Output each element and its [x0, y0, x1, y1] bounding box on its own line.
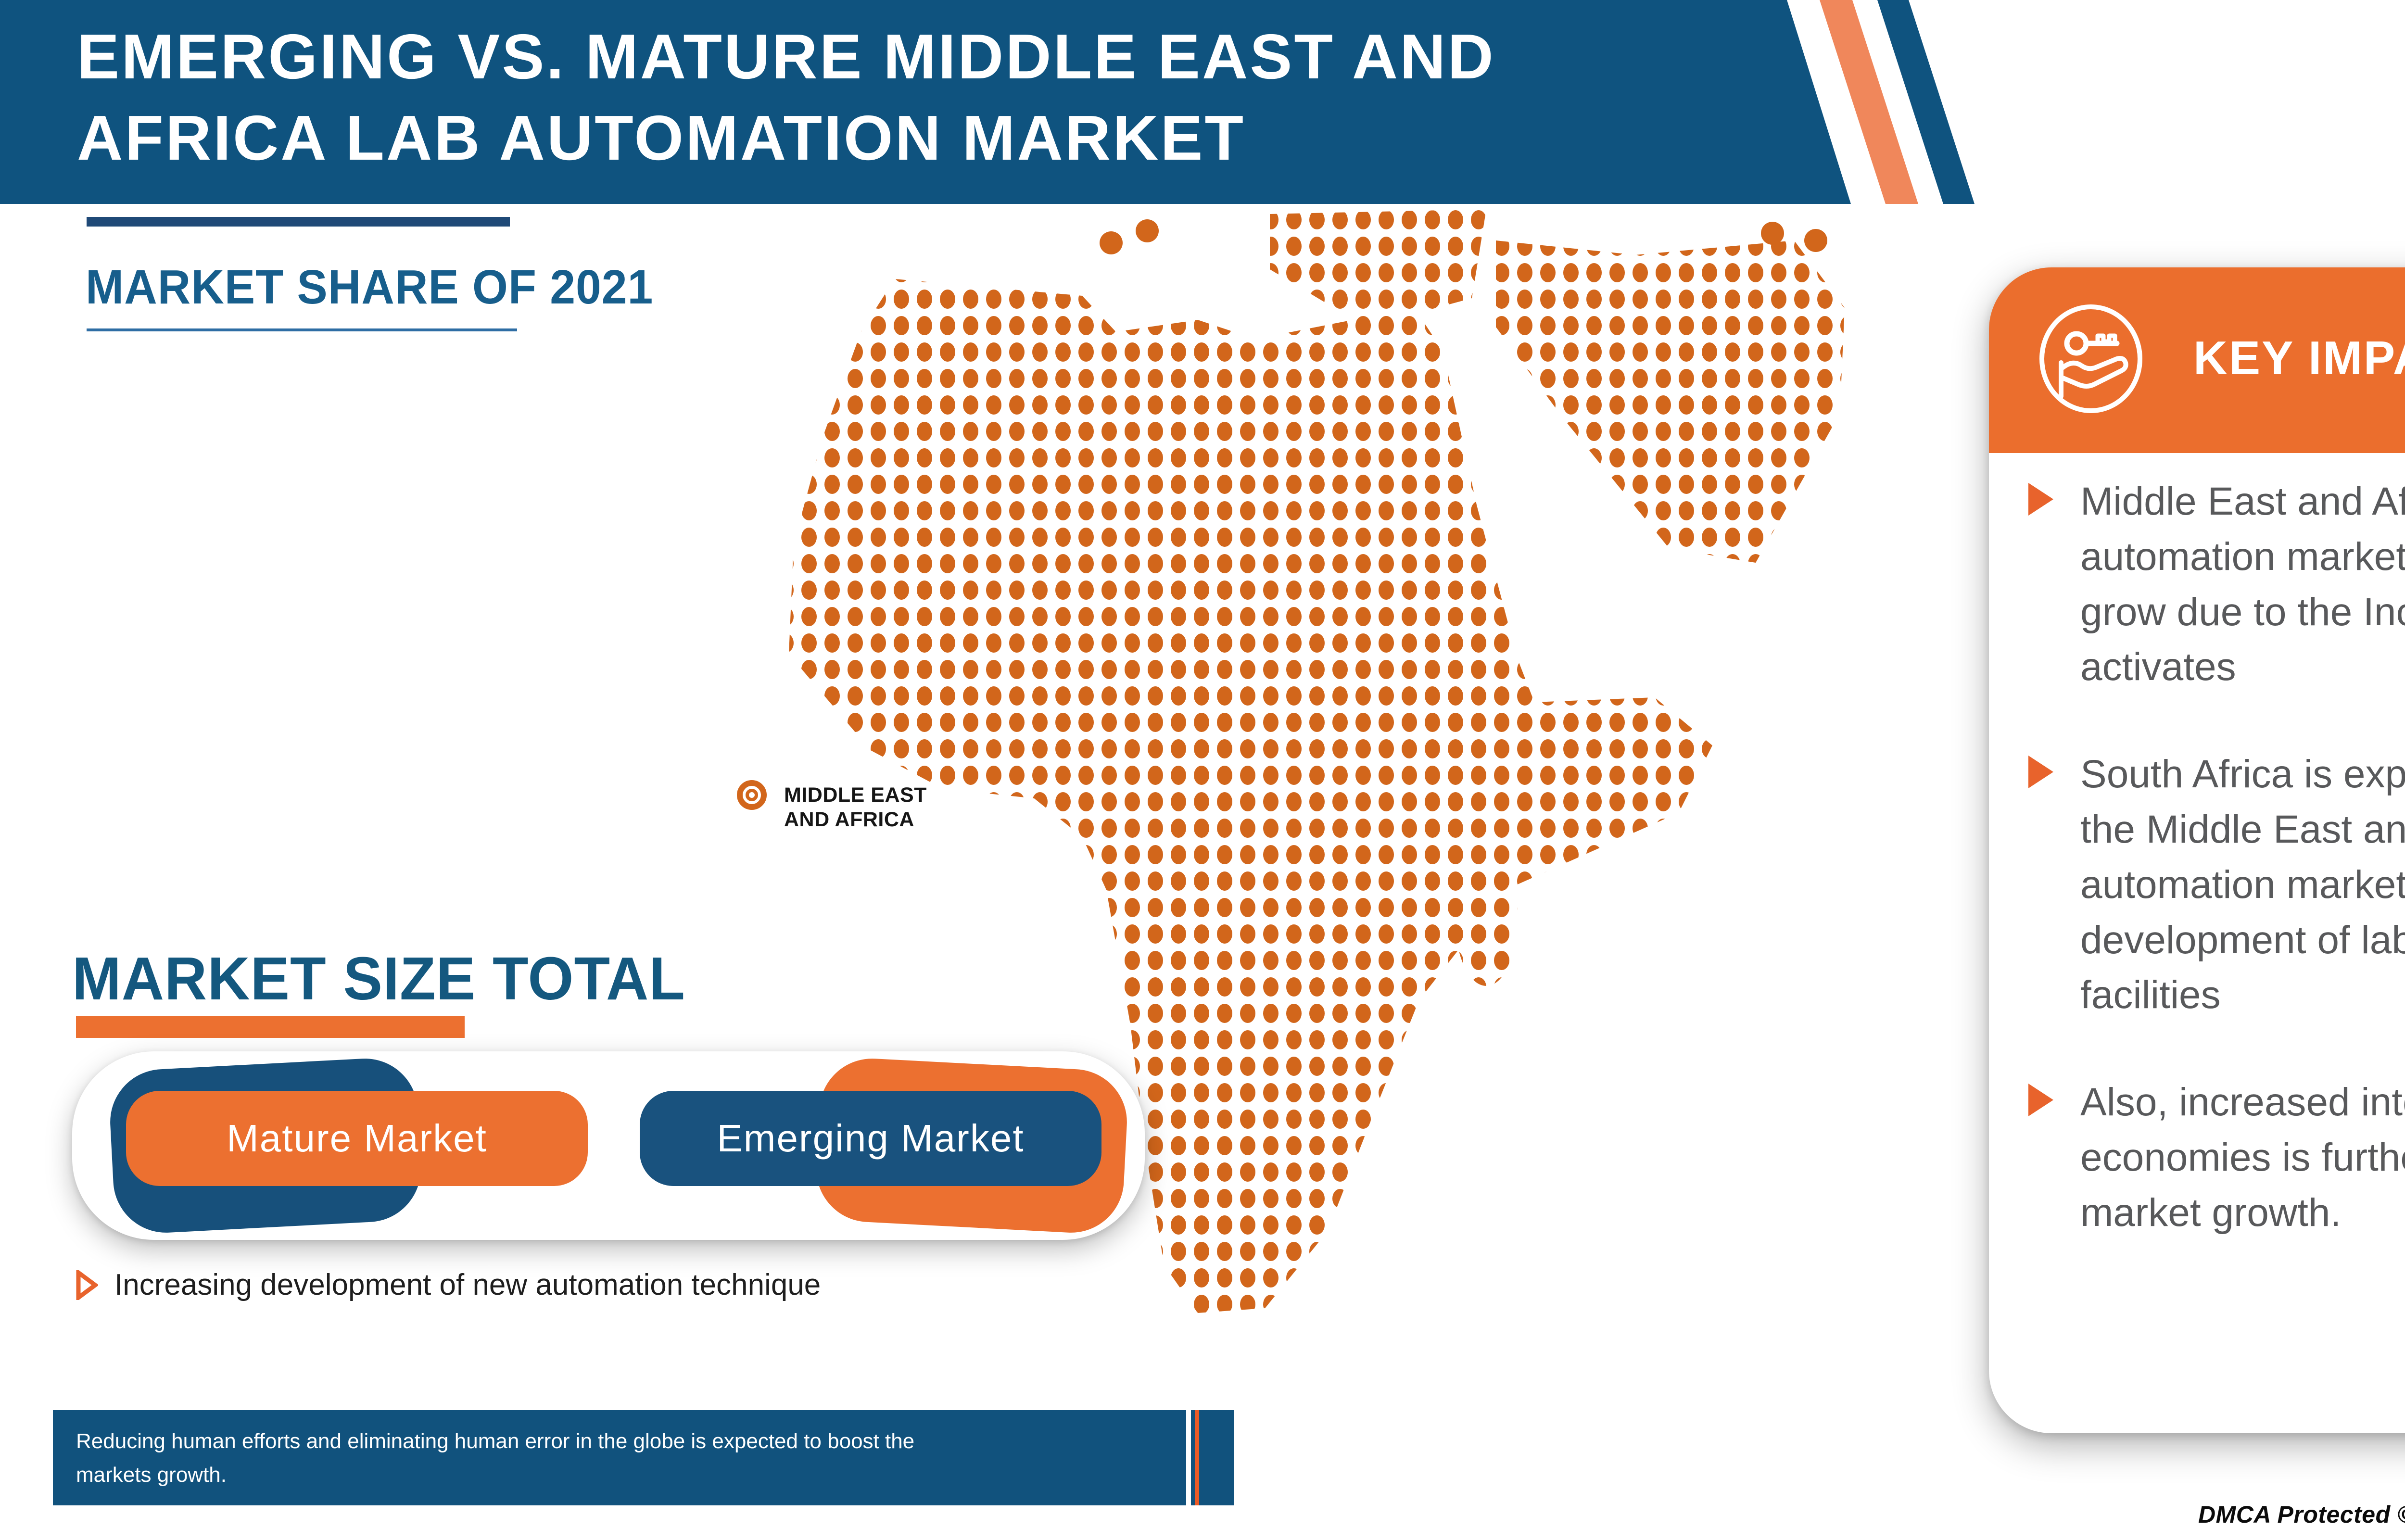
arrow-bullet-icon — [2028, 756, 2053, 789]
key-factors-header: KEY IMPACTING FACTORS — [1989, 267, 2405, 453]
market-share-heading: MARKET SHARE OF 2021 — [86, 260, 654, 314]
mature-market-button[interactable]: Mature Market — [126, 1091, 588, 1186]
bottom-banner-line2: markets growth. — [76, 1463, 227, 1487]
bottom-banner-text: Reducing human efforts and eliminating h… — [76, 1425, 914, 1492]
map-region-label-line1: MIDDLE EAST — [784, 783, 927, 807]
bottom-banner: Reducing human efforts and eliminating h… — [53, 1410, 1186, 1505]
market-share-underline — [87, 328, 517, 331]
map-region-label-line2: AND AFRICA — [784, 808, 914, 831]
middle-east-africa-dot-map — [789, 209, 1845, 1313]
page-title: EMERGING VS. MATURE MIDDLE EAST AND AFRI… — [77, 16, 1732, 179]
arrow-bullet-icon — [2028, 483, 2053, 516]
bottom-banner-line1: Reducing human efforts and eliminating h… — [76, 1429, 915, 1453]
arrow-bullet-icon — [2028, 1084, 2053, 1117]
market-size-heading: MARKET SIZE TOTAL — [72, 945, 685, 1012]
mature-market-button-label: Mature Market — [227, 1117, 487, 1160]
automation-note: Increasing development of new automation… — [76, 1268, 821, 1302]
page-title-line2: AFRICA LAB AUTOMATION MARKET — [77, 102, 1246, 173]
list-item: South Africa is expected to dominate the… — [2028, 747, 2405, 1023]
key-hand-icon — [2039, 304, 2142, 413]
header-background — [0, 0, 1851, 204]
dmca-copyright: DMCA Protected © DataBridge — [2198, 1501, 2405, 1528]
arrow-bullet-icon — [76, 1270, 98, 1300]
key-factor-text: Also, increased interest in developing e… — [2080, 1080, 2405, 1235]
key-factors-list: Middle East and Africa lab automation ma… — [2028, 474, 2405, 1293]
automation-note-text: Increasing development of new automation… — [114, 1268, 821, 1301]
list-item: Also, increased interest in developing e… — [2028, 1075, 2405, 1240]
emerging-market-button-label: Emerging Market — [717, 1117, 1025, 1160]
location-target-icon — [737, 780, 767, 810]
key-factor-text: Middle East and Africa lab automation ma… — [2080, 480, 2405, 689]
header-banner — [0, 0, 2020, 204]
list-item: Middle East and Africa lab automation ma… — [2028, 474, 2405, 695]
emerging-market-button[interactable]: Emerging Market — [640, 1091, 1101, 1186]
page-title-line1: EMERGING VS. MATURE MIDDLE EAST AND — [77, 21, 1495, 92]
key-factors-title: KEY IMPACTING FACTORS — [2193, 331, 2405, 384]
map-region-label: MIDDLE EAST AND AFRICA — [784, 783, 927, 832]
key-impacting-factors-card: KEY IMPACTING FACTORS Middle East and Af… — [1989, 267, 2405, 1433]
key-factor-text: South Africa is expected to dominate the… — [2080, 752, 2405, 1017]
market-share-top-rule — [87, 217, 510, 227]
market-size-underline — [76, 1016, 465, 1038]
bottom-banner-stripes — [1191, 1410, 1234, 1505]
location-target-icon-inner — [746, 789, 758, 801]
